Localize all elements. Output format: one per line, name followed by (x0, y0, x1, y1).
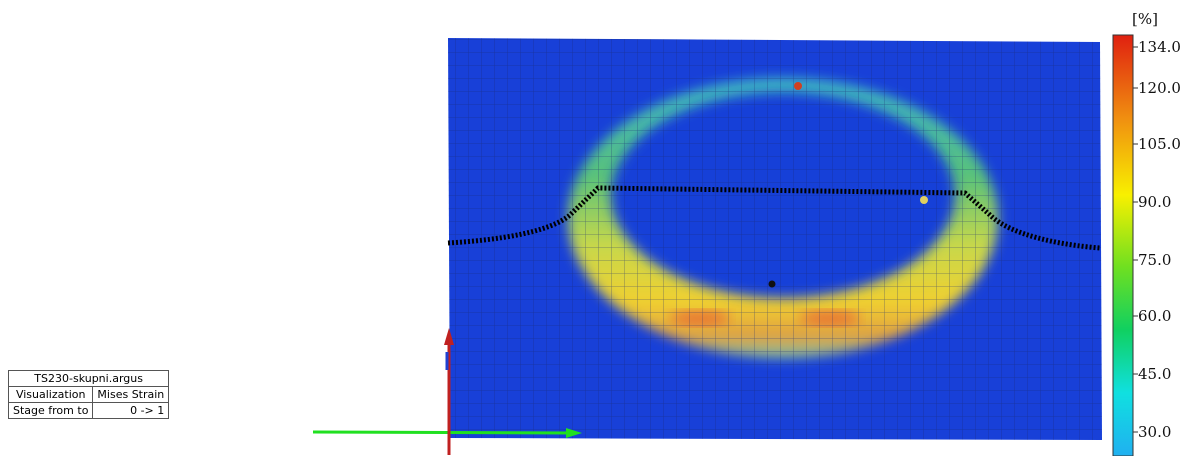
legend-label: 120.0 (1138, 79, 1181, 97)
legend-unit: [%] (1132, 10, 1158, 28)
legend-label: 105.0 (1138, 135, 1181, 153)
info-value: Mises Strain (92, 386, 170, 403)
legend-label: 45.0 (1138, 365, 1171, 383)
specimen (447, 38, 1102, 440)
legend-label: 134.0 (1138, 38, 1181, 56)
legend-label: 90.0 (1138, 193, 1171, 211)
info-value: 0 -> 1 (92, 402, 170, 419)
info-key: Stage from to (7, 402, 94, 419)
legend-label: 60.0 (1138, 307, 1171, 325)
legend-label: 75.0 (1138, 251, 1171, 269)
axes-triad (312, 328, 582, 455)
info-table: TS230-skupni.argus Visualization Mises St… (7, 370, 170, 419)
color-legend: [%] 134.0 120.0 105.0 90.0 75.0 60.0 45.0 30.0 (1112, 10, 1181, 456)
info-key: Visualization (7, 386, 94, 403)
info-title: TS230-skupni.argus (7, 370, 170, 387)
legend-label: 30.0 (1138, 423, 1171, 441)
